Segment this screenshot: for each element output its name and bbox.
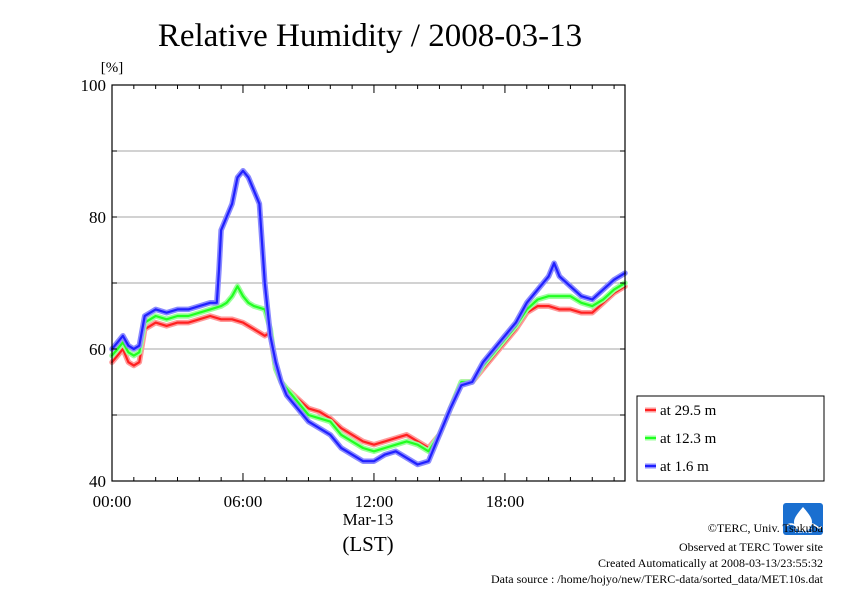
- x-tick-label: 00:00: [93, 492, 132, 511]
- credit-site: Observed at TERC Tower site: [679, 540, 823, 554]
- series-line-3: [110, 169, 627, 466]
- grid: [112, 150, 625, 416]
- x-tick-label: 06:00: [224, 492, 263, 511]
- credit-copyright: ©TERC, Univ. Tsukuba: [708, 521, 824, 535]
- y-tick-label: 60: [89, 340, 106, 359]
- x-axis: 00:00 06:00 12:00 18:00: [93, 85, 615, 511]
- series-layer: [109, 168, 628, 468]
- credits: ©TERC, Univ. Tsukuba Observed at TERC To…: [491, 521, 824, 586]
- y-tick-label: 80: [89, 208, 106, 227]
- logo-text: TERC: [793, 528, 812, 535]
- legend-box: [636, 395, 825, 482]
- credit-created: Created Automatically at 2008-03-13/23:5…: [598, 556, 823, 570]
- date-label: Mar-13: [343, 510, 394, 529]
- legend-label-1: at 29.5 m: [660, 403, 717, 419]
- x-tick-label: 12:00: [355, 492, 394, 511]
- y-tick-label: 100: [81, 76, 107, 95]
- terc-logo: TERC: [783, 503, 823, 535]
- y-axis: 40 60 80 100: [81, 76, 625, 491]
- credit-source: Data source : /home/hojyo/new/TERC-data/…: [491, 572, 824, 586]
- legend-label-2: at 12.3 m: [660, 431, 717, 447]
- legend: at 29.5 m at 12.3 m at 1.6 m: [636, 395, 825, 482]
- x-axis-label: (LST): [342, 532, 393, 556]
- legend-label-3: at 1.6 m: [660, 459, 709, 475]
- chart-title: Relative Humidity / 2008-03-13: [158, 18, 582, 54]
- x-tick-label: 18:00: [486, 492, 525, 511]
- y-tick-label: 40: [89, 472, 106, 491]
- y-axis-label: [%]: [101, 60, 124, 76]
